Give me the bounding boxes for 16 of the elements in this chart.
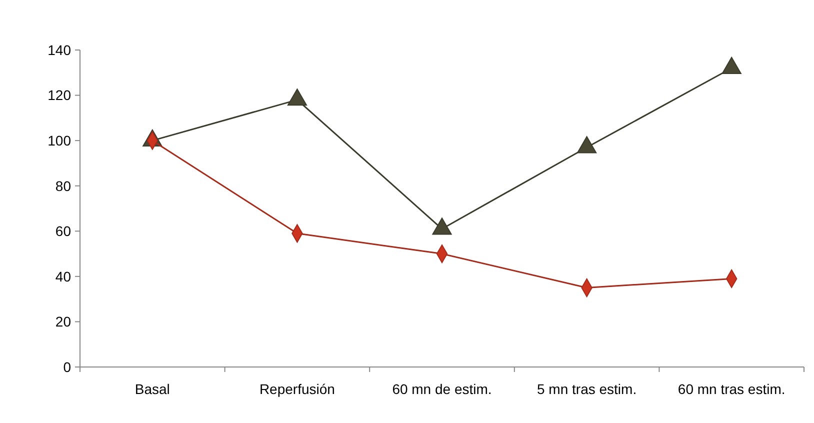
point: [576, 136, 597, 154]
y-tick-label: 120: [48, 87, 72, 104]
y-tick-label: 0: [63, 358, 72, 375]
x-tick-label: 60 mn de estim.: [392, 381, 492, 397]
point: [287, 88, 308, 106]
y-tick-label: 80: [55, 178, 72, 194]
x-tick-label: 5 mn tras estim.: [537, 381, 637, 397]
x-tick-label: Reperfusión: [259, 381, 335, 397]
y-tick-label: 20: [55, 314, 72, 330]
x-tick-label: Basal: [134, 381, 170, 397]
point: [722, 56, 742, 74]
y-tick-label: 40: [55, 268, 72, 284]
x-tick-label: 60 mn tras estim.: [678, 381, 786, 397]
y-tick-label: 140: [48, 42, 72, 58]
y-tick-label: 60: [55, 223, 72, 240]
y-tick-label: 100: [48, 132, 72, 148]
